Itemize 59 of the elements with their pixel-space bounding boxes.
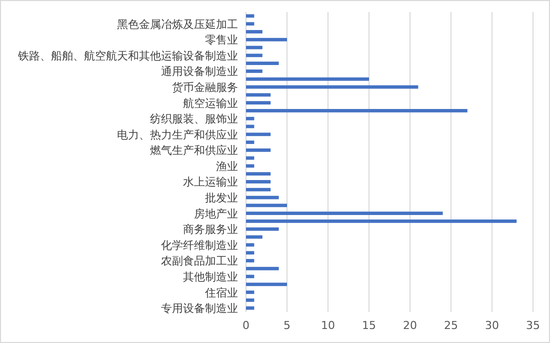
y-tick-label: 货币金融服务	[172, 81, 238, 94]
bar	[246, 116, 254, 120]
x-tick-label: 5	[284, 319, 290, 332]
x-tick-label: 20	[403, 319, 417, 332]
bar	[246, 266, 279, 270]
bar	[246, 220, 517, 223]
y-tick-label: 通用设备制造业	[161, 65, 238, 78]
y-tick-label: 电力、热力生产和供应业	[117, 128, 238, 142]
bar	[246, 212, 443, 216]
bar	[246, 258, 254, 262]
bar	[246, 132, 271, 136]
y-tick-label: 零售业	[205, 34, 238, 47]
y-tick-label: 纺织服装、服饰业	[150, 112, 238, 126]
bar	[246, 22, 254, 26]
y-tick-label: 农副食品加工业	[161, 254, 238, 268]
x-tick-label: 0	[242, 319, 250, 332]
y-tick-label: 铁路、船舶、航空航天和其他运输设备制造业	[17, 49, 238, 62]
y-tick-label: 黑色金属冶炼及压延加工	[117, 18, 238, 31]
bar	[246, 227, 279, 231]
bar	[246, 156, 254, 160]
y-tick-label: 化学纤维制造业	[161, 238, 238, 252]
x-tick-label: 35	[526, 319, 540, 332]
bar	[246, 148, 271, 152]
bar	[246, 38, 287, 42]
y-tick-label: 商务服务业	[183, 223, 238, 236]
y-tick-label: 航空运输业	[183, 96, 238, 110]
x-tick-label: 30	[485, 319, 499, 332]
x-tick-label: 10	[321, 319, 335, 332]
y-tick-label: 专用设备制造业	[161, 302, 238, 316]
bar	[246, 290, 254, 294]
bar	[246, 101, 271, 104]
y-tick-label: 房地产业	[194, 207, 238, 220]
bar	[246, 30, 262, 34]
bar	[246, 14, 254, 18]
bar	[246, 180, 271, 184]
y-tick-label: 其他制造业	[183, 270, 238, 284]
bar	[246, 70, 262, 73]
y-tick-label: 水上运输业	[183, 176, 238, 189]
bar	[246, 306, 254, 310]
bar	[246, 140, 254, 144]
bar	[246, 108, 468, 112]
bar	[246, 54, 262, 58]
x-tick-label: 25	[444, 319, 458, 332]
x-tick-label: 15	[362, 319, 376, 332]
bar	[246, 282, 287, 286]
bar	[246, 188, 271, 192]
bar	[246, 251, 254, 254]
y-tick-label: 渔业	[216, 160, 238, 173]
bar	[246, 172, 271, 176]
bar	[246, 93, 271, 97]
bar	[246, 204, 287, 208]
y-tick-label: 批发业	[205, 192, 238, 205]
bar	[246, 243, 254, 247]
bar	[246, 298, 254, 302]
bar	[246, 164, 254, 168]
bar	[246, 62, 279, 66]
bar	[246, 77, 369, 81]
y-tick-label: 燃气生产和供应业	[150, 144, 238, 158]
y-tick-label: 住宿业	[205, 286, 238, 300]
